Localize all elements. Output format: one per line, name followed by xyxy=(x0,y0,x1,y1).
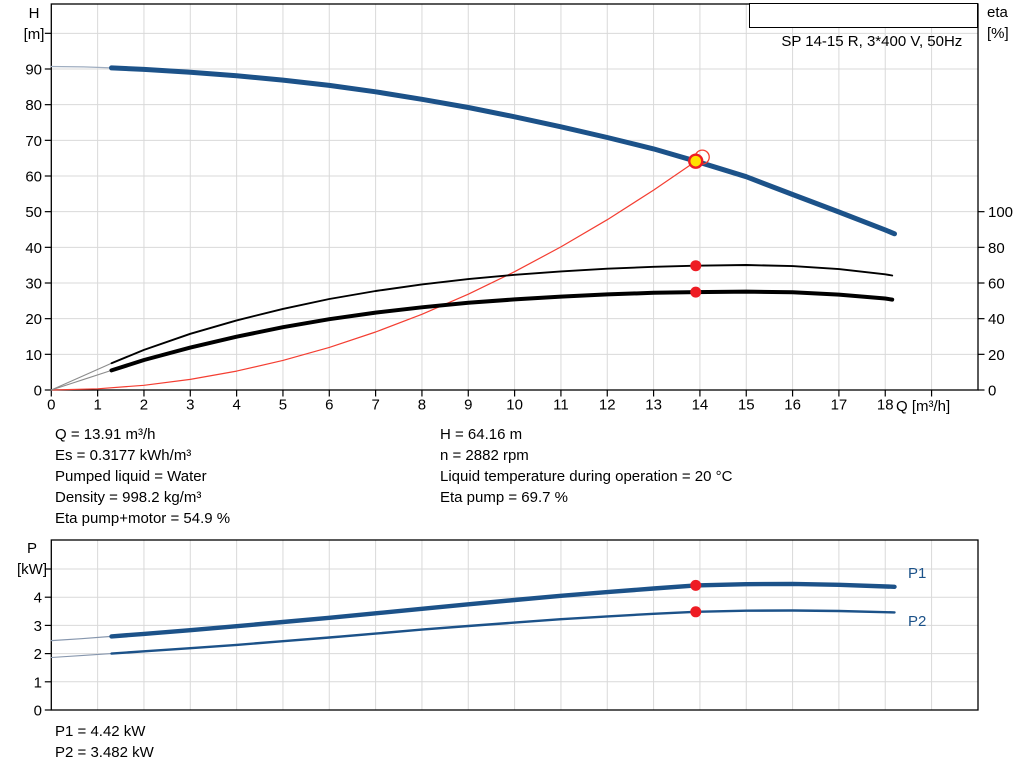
p2-curve xyxy=(110,609,896,655)
tick-label: 0 xyxy=(34,383,42,400)
annotations-right: H = 64.16 m n = 2882 rpm Liquid temperatur… xyxy=(440,424,732,508)
tick-label: 0 xyxy=(34,703,42,720)
tick-label: 90 xyxy=(25,61,42,78)
tick-label: 13 xyxy=(645,397,662,414)
eta-axis-title-line1: eta xyxy=(987,4,1008,21)
p-axis-title-line2: [kW] xyxy=(17,561,47,578)
tick-label: 60 xyxy=(25,168,42,185)
annotation-line: P1 = 4.42 kW xyxy=(55,723,146,740)
p1-curve xyxy=(109,581,897,639)
tick-label: 40 xyxy=(25,240,42,257)
duty-dot-marker xyxy=(690,286,702,298)
tick-label: 15 xyxy=(738,397,755,414)
p1-curve-lead xyxy=(50,635,113,642)
tick-label: 10 xyxy=(506,397,523,414)
tick-label: 17 xyxy=(831,397,848,414)
tick-label: 3 xyxy=(186,397,194,414)
eta-pump-motor-curve xyxy=(109,289,895,373)
duty-dot-marker xyxy=(690,606,702,618)
annotation-line: Eta pump+motor = 54.9 % xyxy=(55,510,231,527)
tick-label: 18 xyxy=(877,397,894,414)
tick-label: 8 xyxy=(418,397,426,414)
tick-label: 14 xyxy=(692,397,709,414)
tick-label: 9 xyxy=(464,397,472,414)
p2-curve-lead xyxy=(50,653,113,659)
annotation-line: Eta pump = 69.7 % xyxy=(440,489,568,506)
tick-label: 7 xyxy=(371,397,379,414)
annotations-left: Q = 13.91 m³/h Es = 0.3177 kWh/m³ Pumped l… xyxy=(55,424,230,529)
tick-label: 20 xyxy=(25,311,42,328)
annotations-power: P1 = 4.42 kW P2 = 3.482 kW xyxy=(55,721,154,763)
tick-label: 12 xyxy=(599,397,616,414)
tick-label: 100 xyxy=(988,204,1013,221)
p-axis-title: P [kW] xyxy=(10,538,54,580)
annotation-line: n = 2882 rpm xyxy=(440,447,529,464)
annotation-line: Liquid temperature during operation = 20… xyxy=(440,468,733,485)
eta-pump-motor-curve-lead xyxy=(50,369,113,391)
eta-axis-title: eta [%] xyxy=(987,2,1009,44)
tick-label: 1 xyxy=(34,674,42,691)
h-axis-title-line2: [m] xyxy=(23,26,45,43)
duty-dot-marker xyxy=(690,579,702,591)
tick-label: 4 xyxy=(232,397,240,414)
annotation-line: P2 = 3.482 kW xyxy=(55,744,154,761)
tick-label: 20 xyxy=(988,347,1005,364)
tick-label: 50 xyxy=(25,204,42,221)
system-curve xyxy=(50,160,697,391)
annotation-line: Pumped liquid = Water xyxy=(55,468,207,485)
tick-label: 80 xyxy=(988,240,1005,257)
head-curve-lead xyxy=(50,65,113,69)
tick-label: 40 xyxy=(988,311,1005,328)
h-axis-title-line1: H xyxy=(28,5,40,22)
annotation-line: Density = 998.2 kg/m³ xyxy=(55,489,202,506)
duty-point-marker xyxy=(688,153,704,169)
eta-pump-curve-lead xyxy=(50,362,113,391)
tick-label: 0 xyxy=(47,397,55,414)
tick-label: 3 xyxy=(34,618,42,635)
q-axis-unit-label: Q [m³/h] xyxy=(896,398,951,415)
head-curve xyxy=(109,65,897,237)
eta-axis-title-line2: [%] xyxy=(987,25,1009,42)
tick-label: 30 xyxy=(25,275,42,292)
tick-label: 70 xyxy=(25,133,42,150)
annotation-line: Q = 13.91 m³/h xyxy=(55,426,156,443)
tick-label: 11 xyxy=(553,397,569,414)
tick-label: 5 xyxy=(279,397,287,414)
p-axis-title-line1: P xyxy=(26,540,37,557)
tick-label: 2 xyxy=(34,646,42,663)
tick-label: 60 xyxy=(988,275,1005,292)
annotation-line: H = 64.16 m xyxy=(440,426,523,443)
tick-label: 16 xyxy=(784,397,801,414)
pump-title-box: SP 14-15 R, 3*400 V, 50Hz xyxy=(749,3,978,50)
eta-pump-curve xyxy=(110,264,894,365)
duty-dot-marker xyxy=(690,260,702,272)
h-axis-title: H [m] xyxy=(14,3,54,45)
tick-label: 6 xyxy=(325,397,333,414)
tick-label: 10 xyxy=(25,347,42,364)
pump-title-text: SP 14-15 R, 3*400 V, 50Hz xyxy=(781,33,963,50)
tick-label: 4 xyxy=(34,590,42,607)
annotation-line: Es = 0.3177 kWh/m³ xyxy=(55,447,192,464)
p1-curve-label: P1 xyxy=(908,565,927,582)
tick-label: 0 xyxy=(988,383,996,400)
tick-label: 1 xyxy=(93,397,101,414)
tick-label: 80 xyxy=(25,97,42,114)
tick-label: 2 xyxy=(140,397,148,414)
p2-curve-label: P2 xyxy=(908,613,927,630)
